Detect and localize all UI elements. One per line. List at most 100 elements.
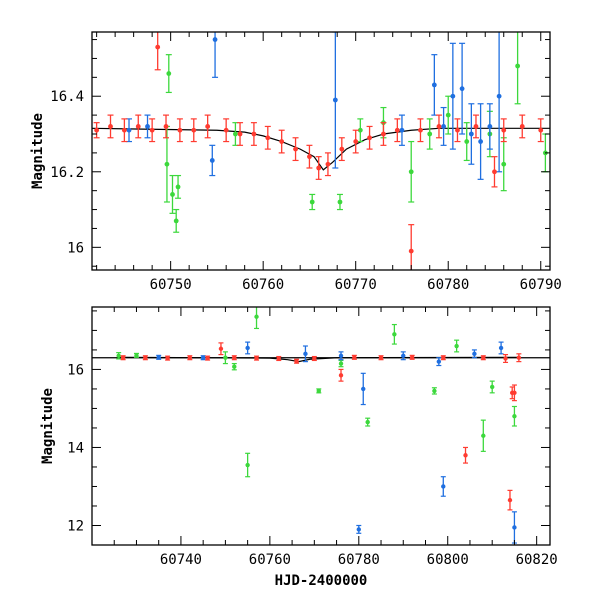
data-point <box>231 362 237 371</box>
top-panel-zoom: 60750 60760 60770 60780 60790 16 16.2 16.4Magni… <box>30 31 562 293</box>
x-tick-label: 60820 <box>516 552 558 568</box>
data-point <box>121 118 128 143</box>
data-point <box>338 351 344 361</box>
data-point <box>489 380 495 394</box>
data-point <box>468 103 475 165</box>
data-point <box>144 114 151 139</box>
data-point <box>338 137 345 162</box>
data-point <box>426 118 433 150</box>
data-point <box>302 345 308 363</box>
plot-area <box>92 32 550 270</box>
bottom-panel-full: 60740 60760 60780 60800 60820 12 14 16 Magnitude… <box>40 306 558 589</box>
data-point <box>360 372 366 406</box>
data-point <box>212 32 219 78</box>
x-tick-label: 60790 <box>520 277 562 293</box>
data-point <box>436 357 442 367</box>
data-point <box>503 354 509 364</box>
y-tick-label: 12 <box>67 518 84 534</box>
data-point <box>391 323 397 345</box>
data-point <box>516 353 522 363</box>
data-point <box>264 125 271 150</box>
x-tick-label: 60740 <box>160 552 202 568</box>
data-point <box>491 156 498 188</box>
x-tick-label: 60800 <box>427 552 469 568</box>
x-tick-label: 60760 <box>249 552 291 568</box>
data-point <box>338 368 344 382</box>
data-point <box>440 106 447 146</box>
data-point <box>276 355 282 362</box>
data-point <box>431 387 437 395</box>
data-point <box>472 114 479 139</box>
data-point <box>163 114 170 139</box>
data-point <box>93 122 100 139</box>
data-point <box>254 355 260 361</box>
data-point <box>408 140 415 203</box>
data-point <box>486 103 493 150</box>
data-point <box>511 405 517 427</box>
data-point <box>352 129 359 154</box>
data-point <box>294 358 300 364</box>
data-point <box>200 355 206 361</box>
axis-ticks <box>91 307 550 546</box>
data-point <box>435 114 442 139</box>
data-point <box>463 446 469 464</box>
data-point <box>507 489 513 511</box>
axis-ticks <box>92 32 550 270</box>
x-tick-label: 60770 <box>335 277 377 293</box>
data-point <box>292 137 299 162</box>
data-point <box>454 118 461 143</box>
data-point <box>165 54 172 94</box>
data-point <box>237 122 244 146</box>
data-point <box>218 342 224 356</box>
data-series-2 <box>126 32 503 180</box>
data-point <box>500 118 507 143</box>
y-axis-label: Magnitude <box>30 113 46 189</box>
data-point <box>120 355 126 361</box>
data-point <box>205 355 211 361</box>
data-point <box>366 125 373 150</box>
y-tick-label: 16.2 <box>50 165 84 181</box>
data-point <box>107 114 114 139</box>
data-point <box>245 452 251 478</box>
data-point <box>409 354 415 360</box>
data-point <box>398 114 405 146</box>
data-point <box>173 208 180 233</box>
data-point <box>190 118 197 143</box>
data-point <box>400 351 406 361</box>
data-point <box>156 354 162 360</box>
y-axis-label: Magnitude <box>40 388 56 464</box>
data-point <box>463 122 470 162</box>
data-point <box>231 355 237 361</box>
data-point <box>133 352 139 358</box>
data-point <box>454 339 460 353</box>
data-point <box>149 118 156 143</box>
model-curve <box>118 356 519 363</box>
data-point <box>449 42 456 150</box>
x-axis-label: HJD-2400000 <box>275 573 368 589</box>
data-series-1 <box>116 307 517 478</box>
plot-frame <box>91 31 551 271</box>
data-point <box>187 355 193 361</box>
data-point <box>338 359 344 368</box>
data-point <box>480 419 486 452</box>
x-tick-label: 60750 <box>150 277 192 293</box>
data-point <box>165 355 171 361</box>
data-point <box>250 122 257 146</box>
data-point <box>316 388 322 394</box>
data-point <box>496 32 503 173</box>
x-tick-label: 60780 <box>427 277 469 293</box>
data-point <box>311 355 317 362</box>
data-point <box>332 32 339 169</box>
data-point <box>209 144 216 177</box>
data-point <box>514 32 521 105</box>
data-point <box>357 118 364 143</box>
data-point <box>135 114 142 139</box>
data-point <box>116 352 122 360</box>
data-point <box>477 103 484 180</box>
data-point <box>336 193 343 211</box>
y-tick-label: 14 <box>67 440 84 456</box>
data-point <box>222 351 228 365</box>
data-point <box>511 384 517 402</box>
data-series-0 <box>120 342 522 511</box>
